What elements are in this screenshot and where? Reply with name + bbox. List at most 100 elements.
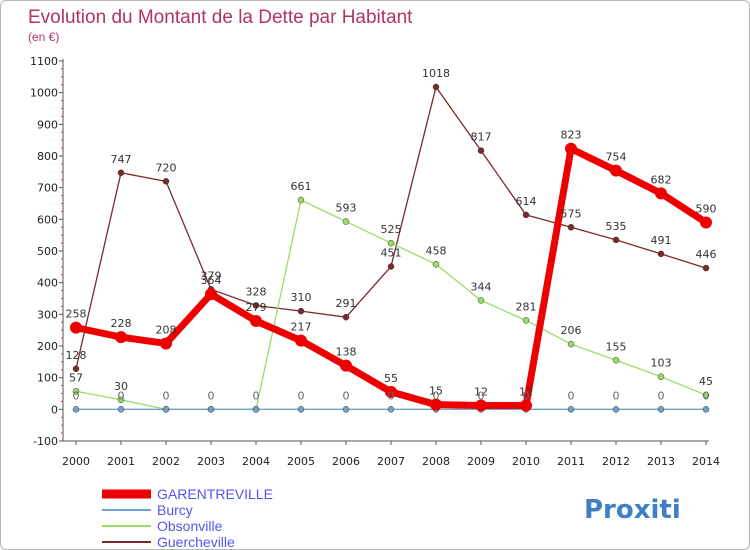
proxiti-logo: Proxiti [584, 495, 681, 525]
data-point-guercheville [432, 83, 440, 91]
x-tick-label: 2006 [332, 455, 360, 468]
data-label-burcy: 0 [163, 389, 170, 402]
data-point-obsonville [477, 297, 485, 304]
data-label-garentreville: 258 [66, 308, 87, 321]
data-point-burcy [72, 406, 80, 413]
data-label-guercheville: 575 [561, 207, 582, 220]
chart-subtitle: (en €) [28, 30, 59, 44]
data-label-garentreville: 138 [336, 346, 357, 359]
data-point-burcy [162, 406, 170, 413]
data-point-burcy [612, 406, 620, 413]
data-label-guercheville: 614 [516, 195, 537, 208]
data-point-garentreville [565, 142, 577, 155]
data-point-garentreville [115, 331, 127, 344]
data-point-guercheville [702, 264, 710, 272]
data-label-garentreville: 364 [201, 274, 222, 287]
data-point-obsonville [522, 317, 530, 324]
x-tick-label: 2002 [152, 455, 180, 468]
data-label-obsonville: 458 [426, 244, 447, 257]
legend-label-burcy: Burcy [157, 502, 193, 518]
data-point-obsonville [657, 373, 665, 380]
x-tick-label: 2005 [287, 455, 315, 468]
data-label-burcy: 0 [298, 389, 305, 402]
data-point-garentreville [520, 399, 532, 412]
data-point-guercheville [342, 313, 350, 321]
data-label-garentreville: 682 [651, 173, 672, 186]
x-tick-label: 2011 [557, 455, 585, 468]
data-point-obsonville [702, 391, 710, 399]
data-point-obsonville [117, 396, 125, 404]
y-tick-label: 200 [37, 340, 58, 353]
data-point-burcy [252, 406, 260, 413]
data-point-obsonville [342, 218, 350, 225]
chart-title: Evolution du Montant de la Dette par Hab… [28, 7, 413, 28]
data-point-guercheville [297, 307, 305, 315]
data-label-burcy: 0 [388, 389, 395, 402]
data-label-guercheville: 451 [381, 247, 402, 260]
data-point-garentreville [475, 399, 487, 412]
data-label-burcy: 0 [613, 389, 620, 402]
data-label-obsonville: 661 [291, 180, 312, 193]
y-tick-label: 300 [37, 308, 58, 321]
data-point-guercheville [522, 211, 530, 219]
x-tick-label: 2004 [242, 455, 270, 468]
data-label-garentreville: 12 [474, 386, 488, 399]
data-point-guercheville [612, 236, 620, 244]
y-tick-label: 600 [37, 213, 58, 226]
data-point-garentreville [655, 187, 667, 200]
data-point-burcy [702, 406, 710, 413]
y-tick-label: 400 [37, 277, 58, 290]
data-label-garentreville: 15 [429, 385, 443, 398]
x-tick-label: 2009 [467, 455, 495, 468]
x-tick-label: 2010 [512, 455, 540, 468]
data-point-garentreville [340, 359, 352, 372]
y-tick-label: 0 [51, 403, 58, 416]
data-point-garentreville [610, 164, 622, 177]
y-tick-label: -100 [33, 435, 58, 448]
data-label-obsonville: 206 [561, 324, 582, 337]
data-point-garentreville [250, 314, 262, 327]
data-point-obsonville [432, 261, 440, 268]
data-label-obsonville: 281 [516, 300, 537, 313]
data-point-guercheville [477, 147, 485, 154]
series-line-garentreville [72, 145, 710, 410]
data-label-obsonville: 103 [651, 357, 672, 370]
data-label-obsonville: 45 [699, 375, 713, 388]
data-point-guercheville [162, 178, 170, 185]
data-label-guercheville: 291 [336, 297, 357, 310]
y-tick-label: 900 [37, 118, 58, 131]
data-label-guercheville: 379 [201, 269, 222, 282]
data-label-burcy: 0 [433, 389, 440, 402]
data-label-guercheville: 491 [651, 234, 672, 247]
x-tick-label: 2000 [62, 455, 90, 468]
y-tick-label: 100 [37, 372, 58, 385]
data-point-burcy [207, 406, 215, 413]
data-label-garentreville: 754 [606, 151, 627, 164]
data-label-garentreville: 208 [156, 323, 177, 336]
data-point-burcy [117, 406, 125, 413]
data-point-obsonville [567, 340, 575, 348]
data-label-obsonville: 155 [606, 340, 627, 353]
data-label-garentreville: 823 [561, 129, 582, 142]
data-labels: 258 228 208 364 279 217 138 55 15 12 12 823 754 682 59… [66, 67, 717, 402]
data-label-burcy: 0 [523, 389, 530, 402]
axes: -100010020030040050060070080090010001100… [30, 55, 720, 468]
data-point-guercheville [567, 224, 575, 231]
data-point-garentreville [700, 216, 712, 229]
data-point-garentreville [160, 337, 172, 350]
data-label-obsonville: 344 [471, 280, 492, 293]
data-label-guercheville: 535 [606, 220, 627, 233]
data-label-garentreville: 279 [246, 301, 267, 314]
x-tick-label: 2013 [647, 455, 675, 468]
legend-label-obsonville: Obsonville [157, 518, 223, 534]
data-point-obsonville [72, 388, 80, 395]
data-label-obsonville: 57 [69, 371, 83, 384]
x-tick-label: 2001 [107, 455, 135, 468]
data-label-guercheville: 328 [246, 285, 267, 298]
data-point-guercheville [117, 169, 125, 177]
data-point-guercheville [72, 365, 80, 373]
data-point-obsonville [297, 196, 305, 204]
data-point-garentreville [430, 398, 442, 411]
data-label-garentreville: 12 [519, 386, 533, 399]
